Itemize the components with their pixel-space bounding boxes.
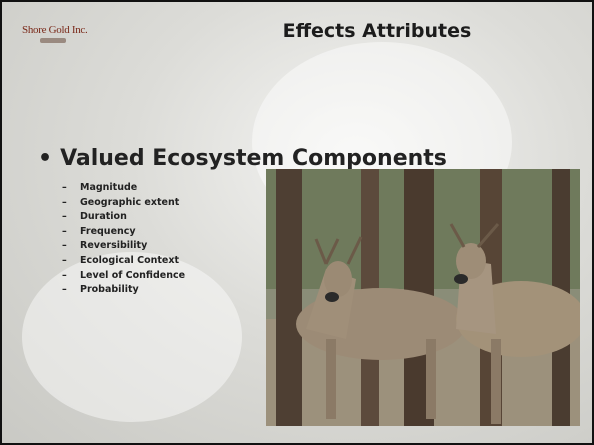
sub-item: –Ecological Context: [62, 254, 185, 269]
sub-list: –Magnitude–Geographic extent–Duration–Fr…: [62, 181, 185, 298]
sub-item: –Probability: [62, 283, 185, 298]
bullet-text: Valued Ecosystem Components: [60, 146, 447, 171]
dash: –: [62, 254, 80, 269]
dash: –: [62, 269, 80, 284]
sub-item-text: Frequency: [80, 226, 136, 237]
dash: –: [62, 239, 80, 254]
bullet-heading: •Valued Ecosystem Components: [38, 146, 447, 171]
sub-item-text: Geographic extent: [80, 197, 179, 208]
sub-item: –Magnitude: [62, 181, 185, 196]
sub-item-text: Probability: [80, 284, 139, 295]
dash: –: [62, 181, 80, 196]
dash: –: [62, 210, 80, 225]
sub-item: –Frequency: [62, 225, 185, 240]
slide-title: Effects Attributes: [242, 20, 512, 42]
sub-item: –Level of Confidence: [62, 269, 185, 284]
sub-item-text: Duration: [80, 211, 127, 222]
sub-item: –Geographic extent: [62, 196, 185, 211]
dash: –: [62, 196, 80, 211]
sub-item-text: Ecological Context: [80, 255, 179, 266]
sub-item: –Reversibility: [62, 239, 185, 254]
sub-item: –Duration: [62, 210, 185, 225]
dash: –: [62, 283, 80, 298]
deer-photo: [266, 169, 580, 426]
sub-item-text: Level of Confidence: [80, 270, 185, 281]
dash: –: [62, 225, 80, 240]
logo-text: Shore Gold Inc.: [22, 24, 87, 36]
slide: Shore Gold Inc. Effects Attributes •Valu…: [0, 0, 594, 445]
sub-item-text: Reversibility: [80, 240, 147, 251]
logo-icons: [40, 38, 66, 43]
sub-item-text: Magnitude: [80, 182, 137, 193]
